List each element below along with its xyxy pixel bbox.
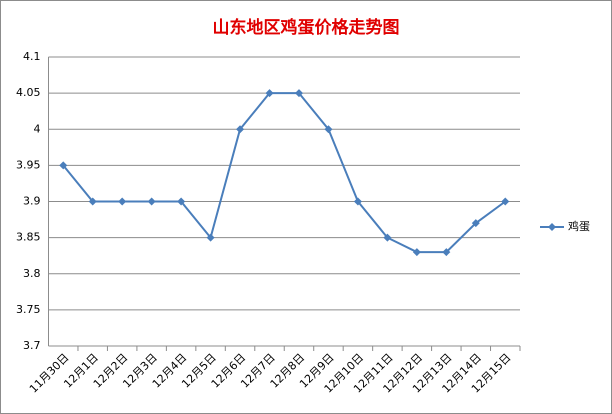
marker: [383, 233, 392, 242]
marker: [118, 197, 127, 206]
chart-title: 山东地区鸡蛋价格走势图: [213, 17, 400, 38]
y-tick-label: 3.9: [23, 195, 41, 208]
marker: [206, 233, 215, 242]
marker: [265, 89, 274, 98]
y-tick-label: 3.7: [23, 339, 41, 352]
y-tick-label: 3.95: [16, 158, 41, 171]
legend-marker: [548, 223, 556, 231]
marker: [177, 197, 186, 206]
marker: [236, 125, 245, 134]
marker: [353, 197, 362, 206]
y-tick-label: 4.05: [16, 86, 41, 99]
legend-label: 鸡蛋: [568, 219, 590, 233]
marker: [412, 248, 421, 257]
marker: [147, 197, 156, 206]
y-tick-label: 3.85: [16, 231, 41, 244]
y-tick-label: 4.1: [23, 50, 41, 63]
y-tick-label: 4: [34, 122, 41, 135]
marker: [88, 197, 97, 206]
y-tick-label: 3.8: [23, 267, 41, 280]
marker: [442, 248, 451, 257]
marker: [59, 161, 68, 170]
marker: [501, 197, 510, 206]
marker: [324, 125, 333, 134]
line: [62, 92, 506, 254]
y-tick-label: 3.75: [16, 303, 41, 316]
marker: [294, 89, 303, 98]
marker: [471, 219, 480, 228]
